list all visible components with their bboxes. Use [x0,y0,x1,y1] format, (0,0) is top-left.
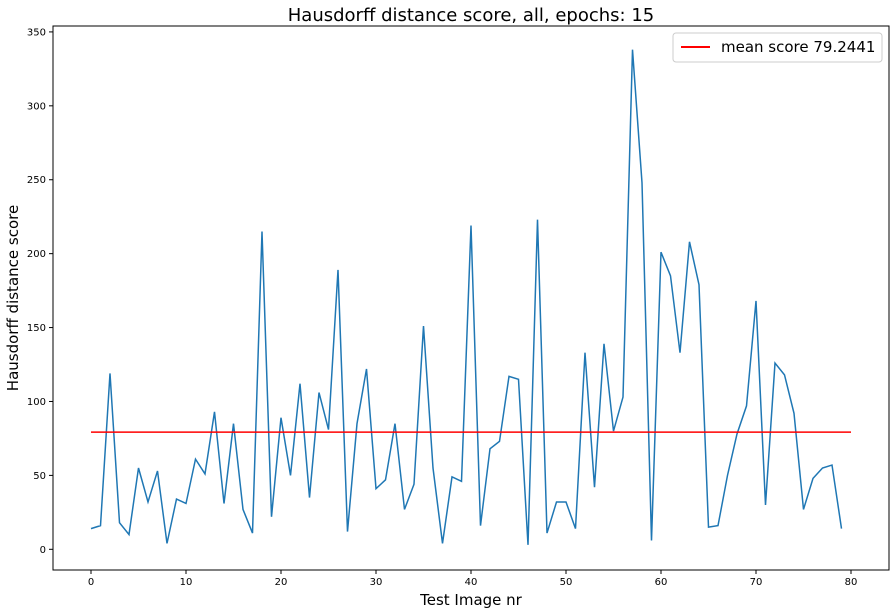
plot-area [90,49,851,545]
x-tick-label: 50 [560,577,573,588]
x-tick-label: 10 [180,577,193,588]
y-tick-label: 50 [33,471,46,482]
legend-box [672,32,883,63]
y-axis-label: Hausdorff distance score [4,205,22,391]
x-tick-label: 80 [845,577,858,588]
y-axis: 0 50 100 150 200 250 300 350 [27,27,53,556]
x-tick-label: 70 [750,577,763,588]
x-axis-label: Test Image nr [419,591,523,609]
x-tick-label: 60 [655,577,668,588]
axes-frame [52,25,890,571]
x-tick-label: 30 [370,577,383,588]
chart-title: Hausdorff distance score, all, epochs: 1… [288,5,654,26]
y-tick-label: 350 [27,27,46,38]
x-tick-label: 20 [275,577,288,588]
y-tick-label: 200 [27,249,46,260]
y-tick-label: 100 [27,397,46,408]
y-tick-label: 250 [27,175,46,186]
legend-entry-label: mean score 79.2441 [721,38,875,56]
legend: mean score 79.2441 [672,32,883,63]
x-tick-label: 40 [465,577,478,588]
y-tick-label: 0 [40,545,46,556]
y-tick-label: 300 [27,101,46,112]
y-tick-label: 150 [27,323,46,334]
x-tick-label: 0 [88,577,94,588]
x-axis: 0 10 20 30 40 50 60 70 80 [88,570,858,588]
score-series-line [90,49,843,545]
